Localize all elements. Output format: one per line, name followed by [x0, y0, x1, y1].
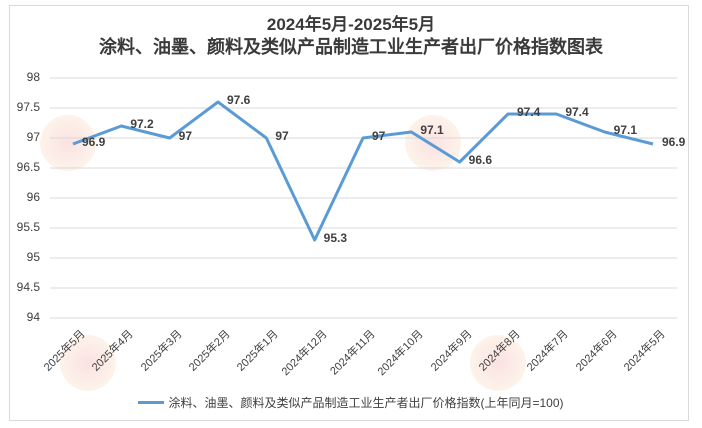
watermark-logo-icon	[40, 115, 96, 171]
data-label: 96.9	[662, 135, 686, 149]
data-label: 97.4	[565, 105, 589, 119]
data-label: 97.6	[227, 93, 251, 107]
data-label: 97.2	[130, 117, 154, 131]
data-label: 97	[178, 129, 193, 143]
chart-title-line2: 涂料、油墨、颜料及类似产品制造工业生产者出厂价格指数图表	[99, 37, 603, 57]
legend-label: 涂料、油墨、颜料及类似产品制造工业生产者出厂价格指数(上年同月=100)	[168, 396, 564, 410]
data-label: 97	[275, 129, 289, 143]
legend: 涂料、油墨、颜料及类似产品制造工业生产者出厂价格指数(上年同月=100)	[0, 394, 702, 411]
watermark-logo-icon	[60, 335, 116, 391]
y-tick-label: 97	[26, 130, 40, 144]
y-tick-label: 94	[26, 310, 40, 324]
data-label: 96.6	[468, 153, 493, 167]
data-label: 97	[372, 129, 386, 143]
y-tick-label: 96	[26, 190, 40, 204]
y-tick-label: 98	[26, 70, 40, 84]
y-tick-label: 95.5	[16, 220, 40, 234]
chart-title-line1: 2024年5月-2025年5月	[266, 15, 436, 34]
y-tick-label: 94.5	[16, 280, 40, 294]
series-line	[72, 100, 654, 242]
data-label: 96.9	[82, 135, 106, 149]
watermark-logo-icon	[470, 335, 526, 391]
data-label: 95.3	[323, 231, 348, 245]
data-label: 97.1	[613, 123, 638, 137]
y-tick-label: 97.5	[16, 100, 40, 114]
data-label: 97.1	[420, 123, 444, 137]
chart-frame	[9, 5, 689, 421]
legend-line-swatch-icon	[138, 401, 165, 404]
data-label: 97.4	[517, 105, 541, 119]
y-tick-label: 95	[26, 250, 40, 264]
watermark-logo-icon	[405, 115, 461, 171]
y-tick-label: 96.5	[16, 160, 40, 174]
